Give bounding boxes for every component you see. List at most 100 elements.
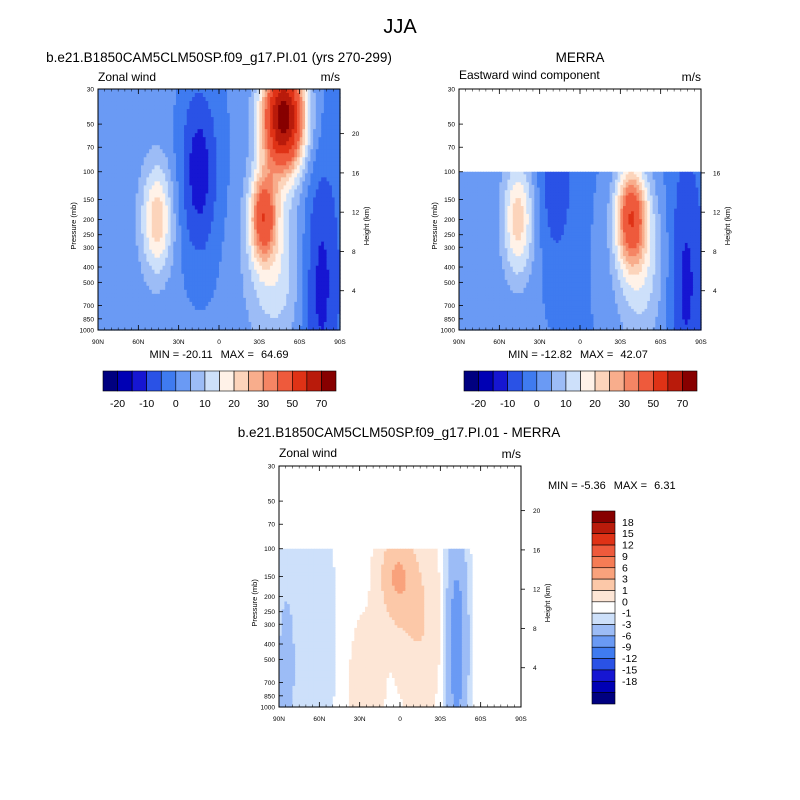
contour-cell [288, 129, 293, 134]
contour-cell [200, 117, 204, 122]
contour-cell [232, 101, 236, 106]
contour-cell [151, 137, 156, 142]
contour-cell [329, 133, 333, 138]
contour-cell [111, 97, 115, 102]
contour-cell [132, 125, 137, 130]
contour-cell [259, 105, 263, 110]
contour-cell [267, 113, 271, 118]
contour-cell [178, 109, 182, 114]
contour-cell [197, 125, 201, 130]
contour-cell [194, 89, 199, 94]
contour-cell [283, 121, 287, 126]
contour-cell [296, 89, 301, 94]
contour-cell [208, 113, 212, 118]
contour-cell [272, 109, 277, 114]
contour-cell [296, 93, 301, 98]
contour-cell [146, 125, 150, 130]
contour-cell [286, 101, 290, 106]
contour-cell [224, 97, 228, 102]
contour-cell [114, 97, 118, 102]
contour-cell [175, 105, 180, 110]
contour-cell [219, 97, 223, 102]
contour-cell [205, 89, 209, 94]
contour-cell [186, 125, 191, 130]
contour-cell [108, 109, 113, 114]
contour-cell [192, 121, 196, 126]
contour-cell [235, 117, 239, 122]
contour-cell [248, 101, 252, 106]
contour-cell [256, 121, 260, 126]
contour-cell [326, 113, 330, 118]
contour-cell [315, 129, 320, 134]
contour-cell [270, 105, 274, 110]
contour-cell [253, 133, 258, 138]
contour-cell [315, 109, 320, 114]
contour-cell [98, 125, 102, 130]
contour-cell [323, 133, 328, 138]
panel-diff-stats: MIN = -5.36 MAX = 6.31 [548, 480, 676, 492]
contour-cell [167, 117, 172, 122]
contour-cell [213, 93, 217, 98]
contour-cell [108, 137, 113, 142]
contour-cell [192, 125, 196, 130]
contour-cell [159, 117, 164, 122]
contour-cell [216, 101, 220, 106]
contour-cell [240, 105, 244, 110]
contour-cell [237, 113, 242, 118]
contour-cell [114, 121, 118, 126]
contour-cell [221, 101, 225, 106]
contour-cell [280, 97, 285, 102]
contour-cell [132, 129, 137, 134]
contour-cell [291, 113, 295, 118]
contour-cell [305, 109, 309, 114]
contour-cell [267, 121, 271, 126]
contour-cell [256, 97, 260, 102]
contour-cell [294, 89, 298, 94]
contour-cell [189, 109, 193, 114]
contour-cell [294, 105, 298, 110]
contour-cell [98, 133, 102, 138]
contour-cell [165, 125, 169, 130]
contour-cell [194, 117, 199, 122]
contour-cell [106, 93, 110, 98]
contour-cell [184, 117, 188, 122]
contour-cell [124, 105, 129, 110]
contour-cell [119, 117, 123, 122]
contour-cell [315, 97, 320, 102]
contour-cell [106, 113, 110, 118]
contour-cell [235, 113, 239, 118]
contour-cell [302, 105, 306, 110]
contour-cell [227, 89, 231, 94]
min-label: MIN = [508, 349, 541, 361]
contour-cell [175, 109, 180, 114]
contour-cell [227, 101, 231, 106]
contour-cell [262, 125, 266, 130]
contour-cell [132, 89, 137, 94]
contour-cell [178, 129, 182, 134]
contour-cell [313, 121, 317, 126]
contour-cell [205, 101, 209, 106]
contour-cell [197, 101, 201, 106]
contour-cell [224, 137, 228, 142]
contour-cell [149, 125, 153, 130]
contour-cell [170, 97, 174, 102]
contour-cell [253, 125, 258, 130]
contour-cell [315, 105, 320, 110]
contour-cell [278, 97, 282, 102]
contour-cell [221, 113, 225, 118]
contour-cell [122, 129, 126, 134]
contour-cell [157, 101, 161, 106]
contour-cell [108, 129, 113, 134]
contour-cell [291, 109, 295, 114]
contour-cell [202, 121, 207, 126]
min-value: -12.82 [541, 349, 572, 361]
contour-cell [326, 105, 330, 110]
contour-cell [157, 125, 161, 130]
contour-cell [270, 113, 274, 118]
contour-cell [114, 133, 118, 138]
contour-cell [337, 125, 341, 130]
contour-cell [280, 93, 285, 98]
contour-cell [154, 105, 158, 110]
contour-cell [283, 93, 287, 98]
contour-cell [219, 93, 223, 98]
